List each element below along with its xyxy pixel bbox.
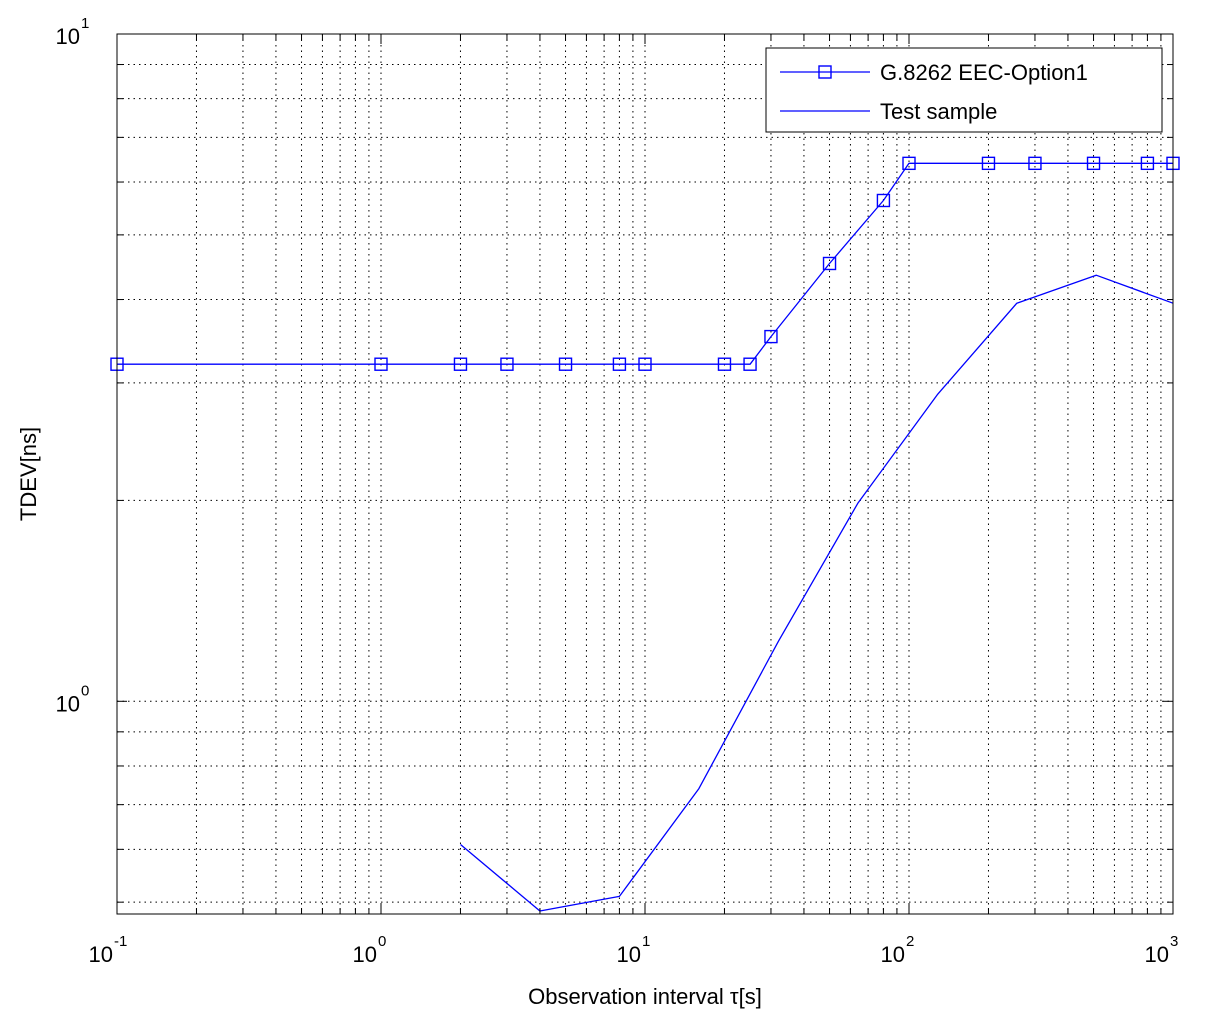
series-layer — [110, 156, 1180, 912]
x-tick-label-base: 10 — [617, 942, 641, 967]
x-tick-label-exponent: 2 — [906, 933, 914, 950]
data-point-g-8262-eec-option1 — [1140, 156, 1155, 171]
x-tick-label-base: 10 — [881, 942, 905, 967]
x-tick-label: 101 — [617, 933, 651, 967]
data-point-g-8262-eec-option1 — [743, 357, 757, 371]
legend: G.8262 EEC-Option1 Test sample — [765, 47, 1163, 133]
data-point-g-8262-eec-option1 — [876, 193, 891, 208]
data-point-g-8262-eec-option1 — [453, 357, 468, 371]
data-point-g-8262-eec-option1 — [1028, 156, 1042, 171]
data-point-g-8262-eec-option1 — [500, 357, 514, 371]
y-tick-label-exponent: 1 — [81, 15, 89, 32]
y-tick-label-base: 10 — [56, 24, 80, 49]
data-point-g-8262-eec-option1 — [764, 329, 778, 344]
x-axis-label: Observation interval τ[s] — [528, 984, 762, 1009]
data-point-g-8262-eec-option1 — [558, 357, 573, 371]
data-point-g-8262-eec-option1 — [981, 156, 996, 171]
grid — [117, 34, 1173, 914]
data-point-g-8262-eec-option1 — [717, 357, 732, 371]
x-tick-label-exponent: 3 — [1170, 933, 1178, 950]
data-point-g-8262-eec-option1 — [902, 156, 916, 171]
data-point-g-8262-eec-option1 — [1086, 156, 1101, 171]
data-point-g-8262-eec-option1 — [638, 357, 652, 371]
x-tick-label-base: 10 — [353, 942, 377, 967]
y-tick-label-base: 10 — [56, 691, 80, 716]
legend-label-g8262: G.8262 EEC-Option1 — [880, 60, 1088, 85]
legend-marker-g8262 — [818, 65, 832, 79]
x-tick-label: 10-1 — [89, 933, 128, 967]
y-axis-label: TDEV[ns] — [16, 427, 41, 521]
x-tick-label: 100 — [353, 933, 387, 967]
x-tick-label-exponent: -1 — [114, 933, 127, 950]
y-tick-label-exponent: 0 — [81, 682, 89, 699]
y-tick-label: 100 — [56, 682, 90, 716]
legend-box — [765, 47, 1163, 133]
x-tick-label: 102 — [881, 933, 915, 967]
series-line-g-8262-eec-option1 — [117, 162, 1173, 365]
data-point-g-8262-eec-option1 — [822, 256, 837, 271]
x-tick-label-exponent: 1 — [642, 933, 650, 950]
x-tick-label-base: 10 — [1145, 942, 1169, 967]
x-tick-label: 103 — [1145, 933, 1179, 967]
x-tick-label-exponent: 0 — [378, 933, 386, 950]
series-line-test-sample — [460, 274, 1174, 912]
x-tick-label-base: 10 — [89, 942, 113, 967]
data-point-g-8262-eec-option1 — [612, 357, 627, 371]
axis-ticks — [116, 34, 1173, 914]
y-tick-label: 101 — [56, 15, 90, 49]
legend-label-test-sample: Test sample — [880, 99, 997, 124]
data-point-g-8262-eec-option1 — [374, 357, 388, 371]
